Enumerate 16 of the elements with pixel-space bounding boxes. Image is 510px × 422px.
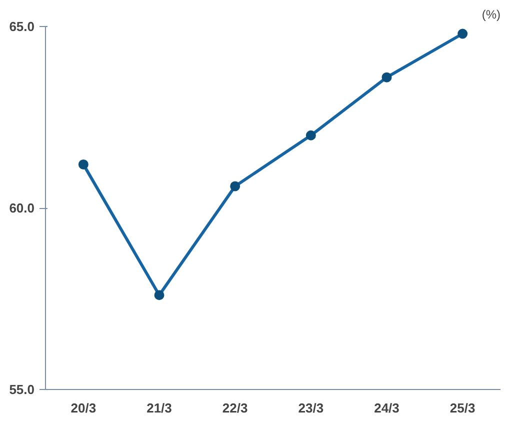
- y-tick-label: 65.0: [9, 19, 35, 34]
- point: [78, 159, 88, 170]
- point: [382, 72, 392, 82]
- y-axis-title: (%): [482, 8, 501, 22]
- x-tick-label: 20/3: [70, 400, 96, 416]
- point: [230, 181, 240, 192]
- y-tick-label: 55.0: [9, 382, 35, 397]
- point: [154, 290, 164, 300]
- y-tick-label: 60.0: [9, 200, 35, 216]
- x-tick-label: 23/3: [298, 400, 324, 416]
- x-tick-label: 24/3: [374, 400, 400, 416]
- x-tick-label: 25/3: [450, 400, 476, 416]
- x-tick-label: 22/3: [222, 400, 248, 416]
- point: [458, 28, 468, 39]
- x-tick-label: 21/3: [146, 400, 172, 416]
- point: [306, 130, 316, 140]
